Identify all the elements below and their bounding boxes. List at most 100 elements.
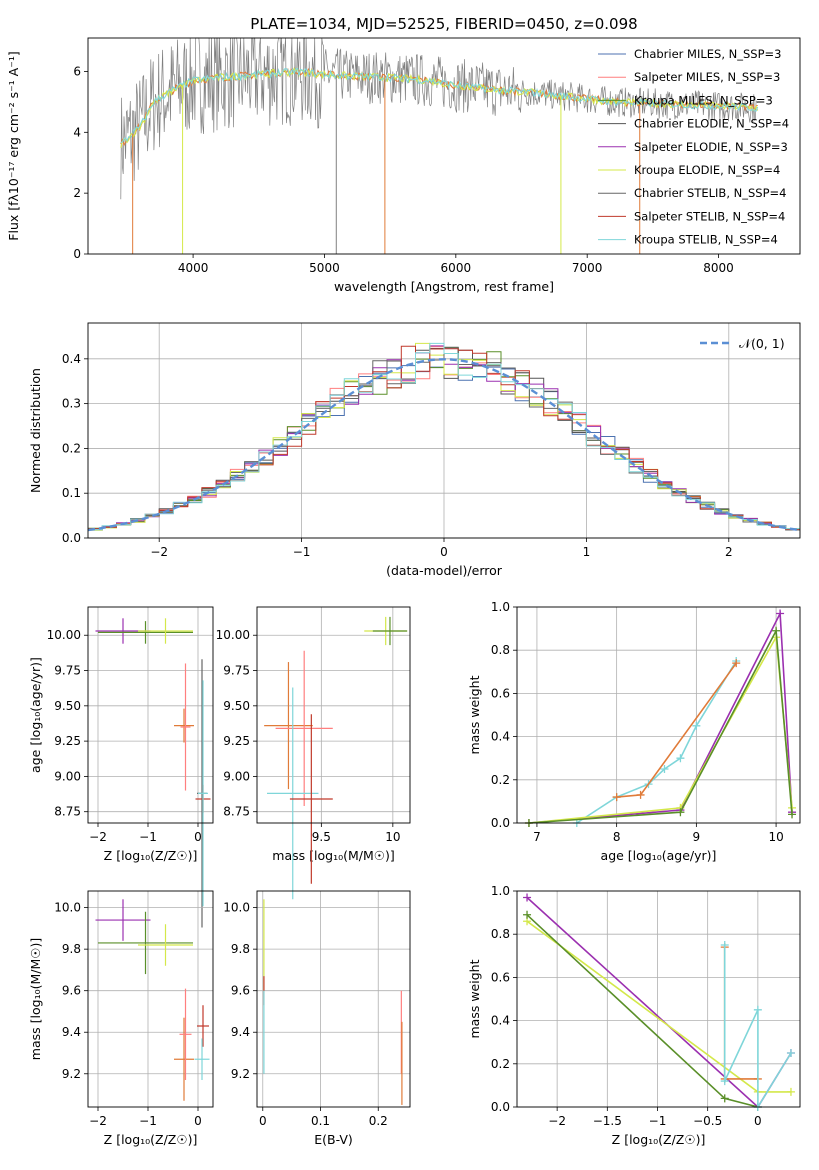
mass-weight-line (616, 662, 737, 798)
figure-title: PLATE=1034, MJD=52525, FIBERID=0450, z=0… (250, 15, 637, 33)
x-tick-label: −2 (150, 545, 168, 559)
mass-weight-line (528, 634, 793, 824)
y-tick-label: 9.50 (54, 699, 81, 713)
y-tick-label: 10.00 (47, 628, 81, 642)
mass-weight-line (723, 947, 758, 1080)
legend-label: Kroupa ELODIE, N_SSP=4 (634, 163, 780, 177)
mass-vs-Z-panel: −2 −1 0 9.2 9.4 9.6 9.8 10.0 Z [log₁₀(Z/Z☉)] mass… (28, 890, 214, 1147)
x-tick-label: −2 (89, 1114, 107, 1128)
y-tick-label: 0.1 (62, 486, 81, 500)
axes-frame (516, 606, 801, 824)
x-tick-label: −0.5 (693, 1114, 722, 1128)
x-tick-label: 8000 (703, 261, 734, 275)
histogram-step-line (88, 342, 800, 531)
y-tick-label: 9.75 (223, 664, 250, 678)
mass-weight-vs-Z-panel: −2 −1.5 −1 −0.5 0 0.0 0.2 0.4 0.6 0.8 1.0 Z [log₁₀(… (467, 884, 801, 1147)
mass-weight-marker (786, 1087, 795, 1096)
spectrum-model-line (120, 67, 759, 148)
x-tick-label: 4000 (178, 261, 209, 275)
x-tick-label: 7 (533, 830, 541, 844)
y-tick-label: 0.4 (491, 1014, 510, 1028)
x-tick-label: 0 (259, 1114, 267, 1128)
x-tick-label: 10 (768, 830, 783, 844)
age-vs-Z-panel: −2 −1 0 8.75 9.00 9.25 9.50 9.75 10.00 Z [log₁₀(Z… (28, 606, 214, 928)
x-tick-label: 10 (385, 830, 400, 844)
axes-frame (87, 322, 801, 539)
y-tick-label: 6 (73, 64, 81, 78)
mass-weight-line (526, 914, 759, 1108)
axes-frame (256, 606, 411, 824)
y-tick-label: 0.2 (62, 441, 81, 455)
mass-weight-marker (720, 941, 729, 949)
axes-frame (256, 890, 411, 1108)
mass-weight-marker (753, 1005, 762, 1014)
x-tick-label: 5000 (309, 261, 340, 275)
y-tick-label: 10.0 (223, 901, 250, 915)
mass-weight-line (526, 896, 792, 1109)
x-tick-label: −1.5 (593, 1114, 622, 1128)
mass-weight-vs-age-panel: 7 8 9 10 0.0 0.2 0.4 0.6 0.8 1.0 age [log₁₀(age/yr… (467, 600, 801, 863)
gaussian-curve (87, 358, 801, 532)
y-tick-label: 9.6 (62, 984, 81, 998)
mass-weight-marker (788, 810, 797, 819)
y-tick-label: 9.75 (54, 664, 81, 678)
axes-frame (87, 37, 801, 255)
mass-weight-line (528, 610, 793, 824)
y-tick-label: 9.6 (231, 984, 250, 998)
y-tick-label: 0.2 (491, 773, 510, 787)
x-tick-label: 0 (440, 545, 448, 559)
y-tick-label: 10.0 (54, 901, 81, 915)
mass-weight-marker (523, 910, 532, 919)
y-axis-label: mass weight (467, 675, 482, 754)
y-tick-label: 9.2 (231, 1067, 250, 1081)
x-tick-label: −1 (139, 1114, 157, 1128)
y-tick-label: 0.4 (62, 352, 81, 366)
mass-weight-marker (612, 793, 621, 802)
spectrum-data-line (120, 37, 758, 200)
y-tick-label: 0.6 (491, 686, 510, 700)
x-tick-label: 0.2 (369, 1114, 388, 1128)
mass-weight-marker (676, 754, 685, 763)
x-tick-label: −1 (293, 545, 311, 559)
mass-weight-marker (772, 626, 781, 635)
y-tick-label: 9.4 (231, 1025, 250, 1039)
y-tick-label: 8.75 (54, 805, 81, 819)
y-tick-label: 0.6 (491, 970, 510, 984)
x-axis-label: wavelength [Angstrom, rest frame] (334, 279, 554, 294)
legend-label: Salpeter MILES, N_SSP=3 (634, 70, 780, 84)
mass-weight-marker (776, 609, 785, 618)
x-axis-label: Z [log₁₀(Z/Z☉)] (612, 1132, 706, 1147)
y-tick-label: 1.0 (491, 600, 510, 614)
y-axis-label: Flux [fλ10⁻¹⁷ erg cm⁻² s⁻¹ A⁻¹] (6, 51, 21, 240)
y-tick-label: 8.75 (223, 805, 250, 819)
legend-label: Salpeter STELIB, N_SSP=4 (634, 209, 785, 223)
axes-frame (516, 890, 801, 1108)
y-tick-label: 0.3 (62, 397, 81, 411)
y-tick-label: 9.00 (54, 769, 81, 783)
x-tick-label: 7000 (572, 261, 603, 275)
mass-weight-marker (523, 893, 532, 902)
spectrum-panel: 4000 5000 6000 7000 8000 0 2 4 6 wavelength [Angs… (6, 37, 801, 294)
y-tick-label: 9.8 (62, 942, 81, 956)
mass-weight-line (528, 628, 793, 824)
y-axis-label: mass [log₁₀(M/M☉)] (28, 938, 43, 1060)
legend-label: Chabrier STELIB, N_SSP=4 (634, 186, 786, 200)
y-tick-label: 0.2 (491, 1057, 510, 1071)
x-tick-label: 2 (725, 545, 733, 559)
y-tick-label: 9.2 (62, 1067, 81, 1081)
y-axis-label: Normed distribution (28, 368, 43, 493)
mass-weight-marker (720, 1094, 729, 1103)
mass-weight-marker (692, 721, 701, 730)
mass-weight-marker (732, 659, 741, 668)
y-tick-label: 0.0 (62, 531, 81, 545)
x-axis-label: Z [log₁₀(Z/Z☉)] (104, 848, 198, 863)
y-tick-label: 0.8 (491, 927, 510, 941)
x-tick-label: 9.5 (312, 830, 331, 844)
y-tick-label: 2 (73, 186, 81, 200)
y-tick-label: 9.50 (223, 699, 250, 713)
x-tick-label: 6000 (441, 261, 472, 275)
y-tick-label: 4 (73, 125, 81, 139)
legend-label: Chabrier ELODIE, N_SSP=4 (634, 117, 789, 131)
y-axis-label: mass weight (467, 959, 482, 1038)
